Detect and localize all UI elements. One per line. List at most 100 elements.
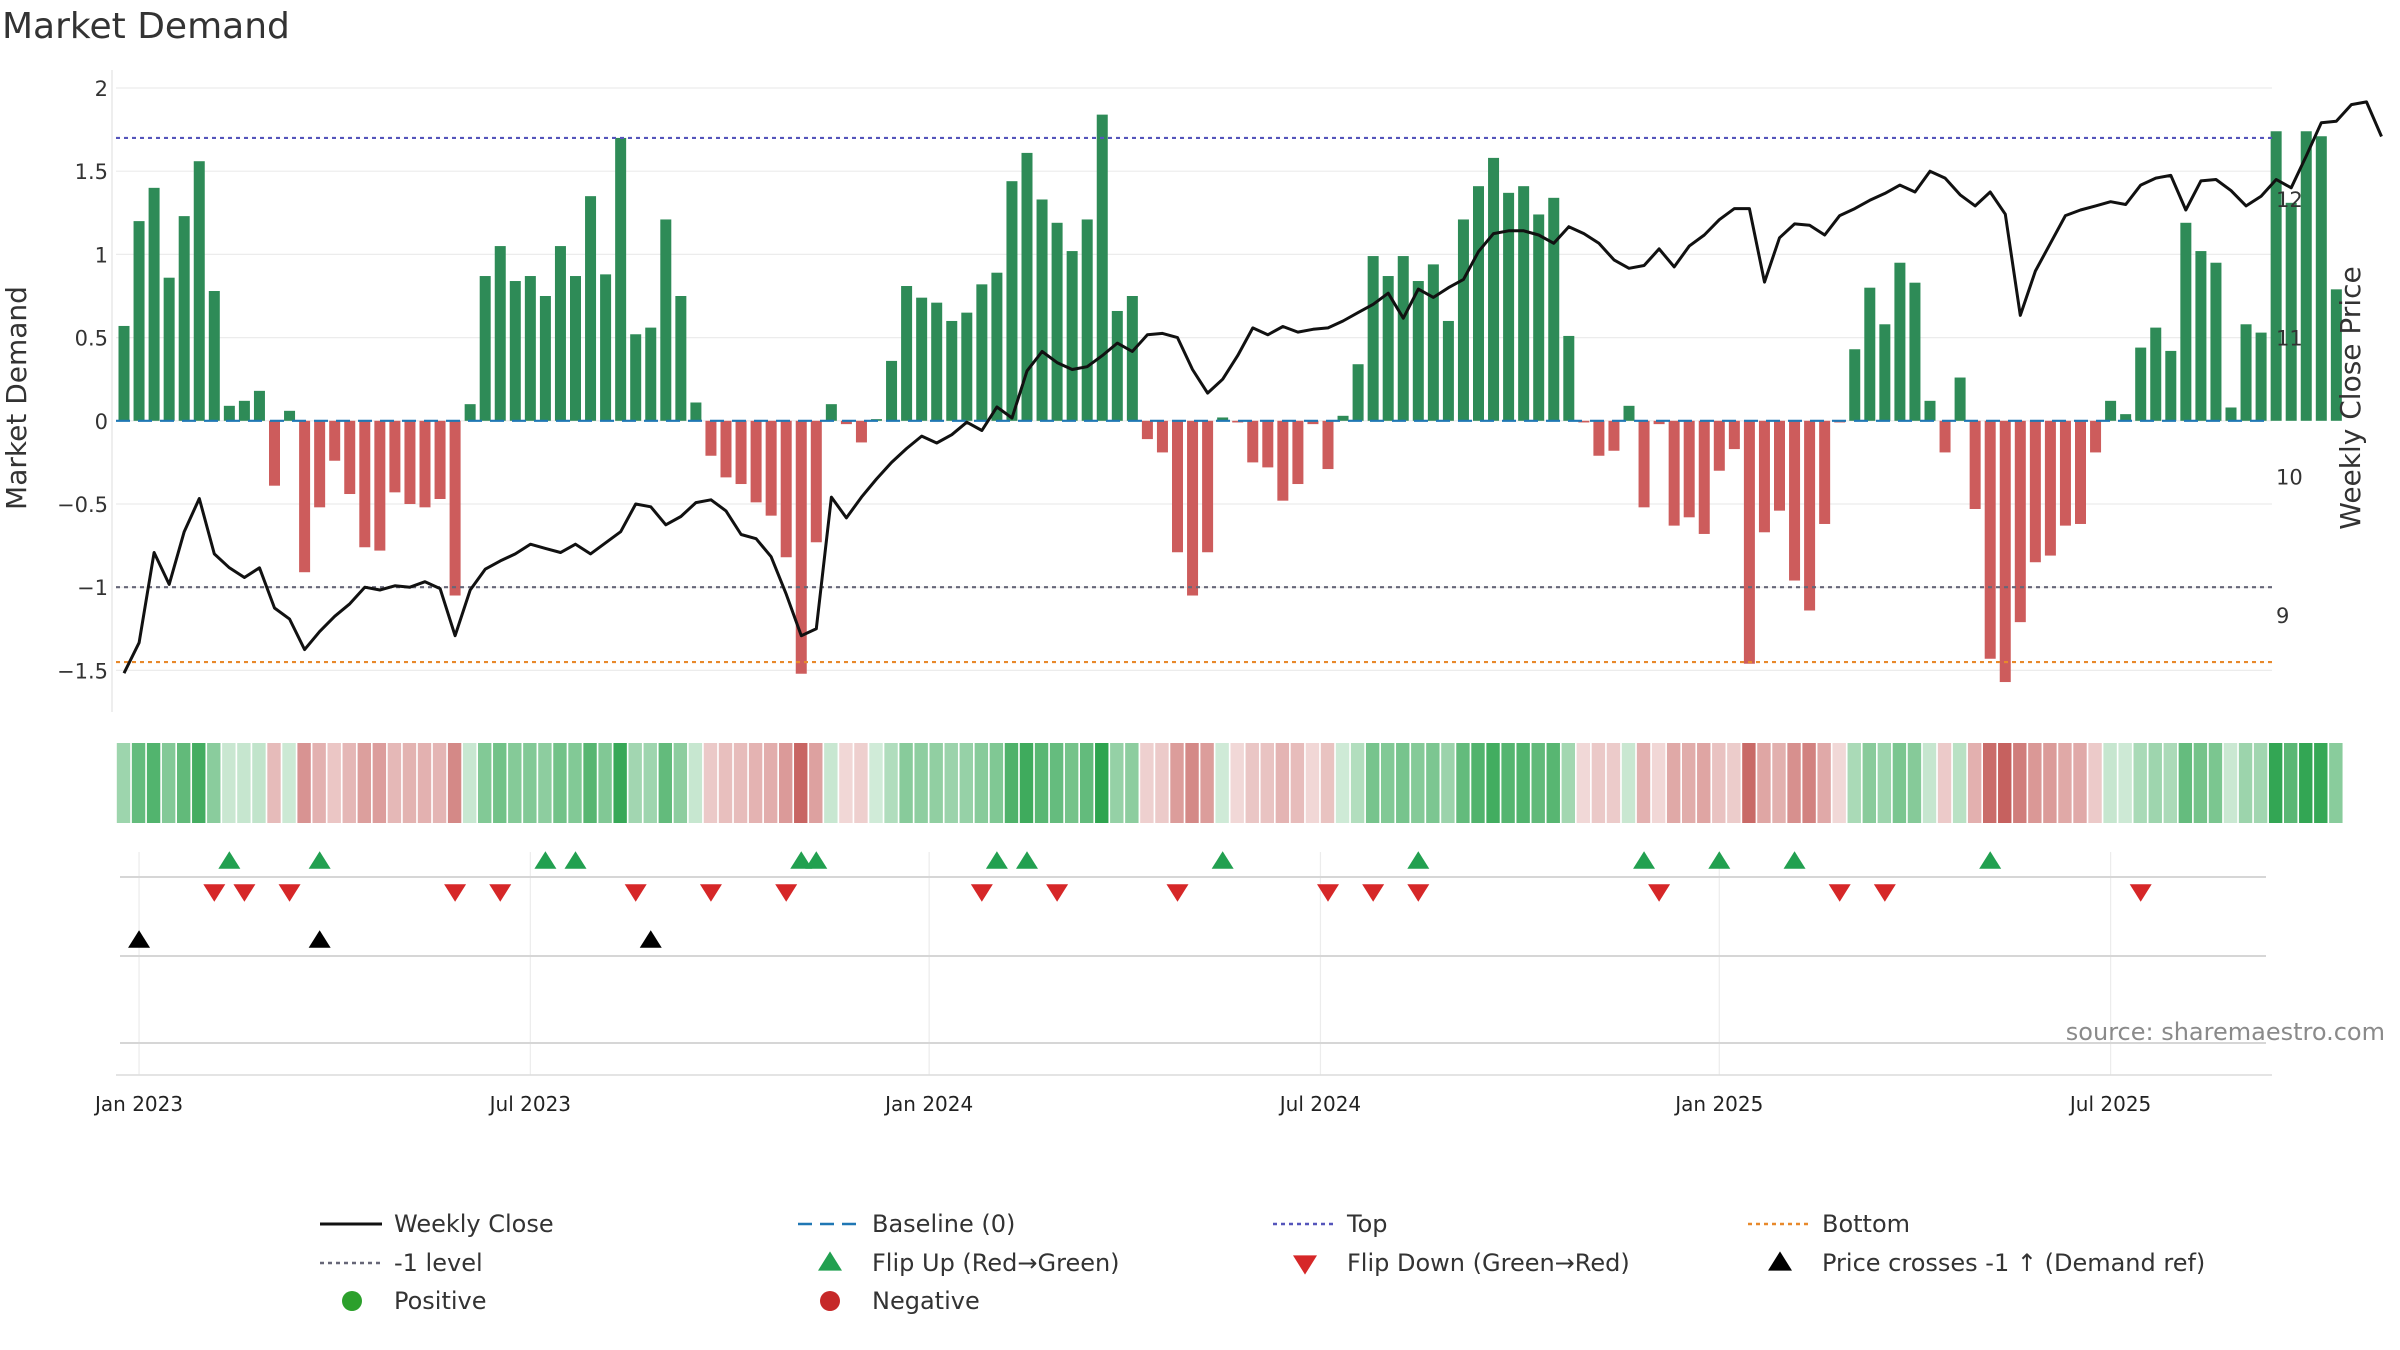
heat-cell [447,743,462,823]
heat-cell [357,743,371,823]
right-axis-title: Weekly Close Price [2334,266,2367,529]
heat-cell [884,743,898,823]
demand-bar-negative [840,420,852,425]
heat-cell [989,743,1004,823]
flip-down-marker [775,884,798,902]
heat-cell [703,743,718,823]
heat-cell [2329,743,2343,823]
heat-cell [1546,743,1560,823]
heat-cell [1200,743,1214,823]
heat-cell [1666,743,1681,823]
demand-bar-negative [2044,420,2056,556]
demand-bar-positive [1337,415,1349,421]
demand-bar-positive [991,272,1003,421]
legend-label: Weekly Close [394,1210,554,1238]
heat-cell [1230,743,1244,823]
demand-bar-negative [1578,420,1590,423]
flip-down-marker [203,884,226,902]
demand-bar-negative [2029,420,2041,563]
demand-bar-positive [1382,276,1394,421]
heat-cell [1772,743,1786,823]
demand-bar-positive [1503,192,1515,421]
heat-cell [1802,743,1816,823]
heat-cell [1095,743,1109,823]
demand-bar-positive [2165,350,2177,421]
heat-cell [2178,743,2193,823]
heat-cell [2013,743,2027,823]
heat-cell [1275,743,1290,823]
legend-item: Price crosses -1 ↑ (Demand ref) [1768,1249,2205,1277]
x-axis-ticks: Jan 2023 Jul 2023 Jan 2024 Jul 2024 Jan 2025… [93,1092,2151,1116]
heat-cell [237,743,251,823]
legend-symbol [1293,1255,1317,1275]
demand-bar-positive [886,360,898,421]
demand-bar-positive [1864,287,1876,421]
heat-cell [1651,743,1666,823]
demand-bar-positive [1352,364,1364,421]
heat-cell [1501,743,1515,823]
heat-cell [1080,743,1094,823]
heat-cell [1516,743,1530,823]
flip-down-marker [1362,884,1385,902]
heat-cell [1621,743,1636,823]
flip-down-marker [1828,884,1851,902]
heat-cell [161,743,176,823]
heat-cell [372,743,387,823]
demand-bar-negative [705,420,717,456]
demand-bar-negative [374,420,386,551]
demand-bar-positive [1954,377,1966,421]
y-left-tick-label: 1 [95,243,108,267]
heat-cell [583,743,597,823]
demand-bar-positive [464,404,476,421]
demand-bar-positive [148,187,160,421]
heat-cell [1983,743,1997,823]
flip-up-marker [985,851,1008,869]
heat-cell [342,743,356,823]
demand-bar-positive [961,312,973,421]
heat-cell [1531,743,1545,823]
heat-cell [1877,743,1892,823]
demand-bar-positive [2255,332,2267,421]
demand-bar-negative [1232,420,1244,423]
heat-cell [1441,743,1455,823]
demand-bar-positive [1096,114,1108,421]
demand-bar-negative [1172,420,1183,553]
demand-bar-negative [1969,420,1981,509]
demand-bar-negative [1789,420,1801,581]
legend-symbol [818,1251,842,1271]
demand-bar-negative [1984,420,1996,659]
flip-down-marker [1166,884,1189,902]
weekly-close-price-line [122,100,2383,674]
demand-bar-positive [1081,219,1093,421]
demand-bar-negative [344,420,356,495]
legend-item: Negative [820,1287,980,1315]
heat-cell [1125,743,1139,823]
heat-cell [643,743,657,823]
demand-bar-positive [1126,296,1138,421]
demand-bar-positive [238,400,250,421]
x-tick-label: Jan 2024 [883,1092,973,1116]
legend-label: Flip Up (Red→Green) [872,1249,1120,1277]
heat-cell [2118,743,2132,823]
legend-item: Flip Up (Red→Green) [818,1249,1120,1277]
heat-cell [1682,743,1696,823]
heat-cell [1907,743,1922,823]
heat-cell [2223,743,2238,823]
demand-bar-negative [750,420,762,503]
heat-cell [2148,743,2162,823]
heat-cell [1350,743,1365,823]
heat-cell [929,743,943,823]
demand-bar-negative [1939,420,1951,453]
heat-cell [688,743,703,823]
demand-bar-positive [1623,405,1635,421]
flip-up-marker [1211,851,1234,869]
demand-bar-negative [1277,420,1289,501]
heat-cell [402,743,417,823]
legend-label: Positive [394,1287,487,1315]
demand-bar-positive [1924,400,1936,421]
flip-down-marker [1873,884,1896,902]
heat-cell [974,743,989,823]
demand-bar-negative [1638,420,1650,508]
y-left-tick-label: 2 [95,77,108,101]
